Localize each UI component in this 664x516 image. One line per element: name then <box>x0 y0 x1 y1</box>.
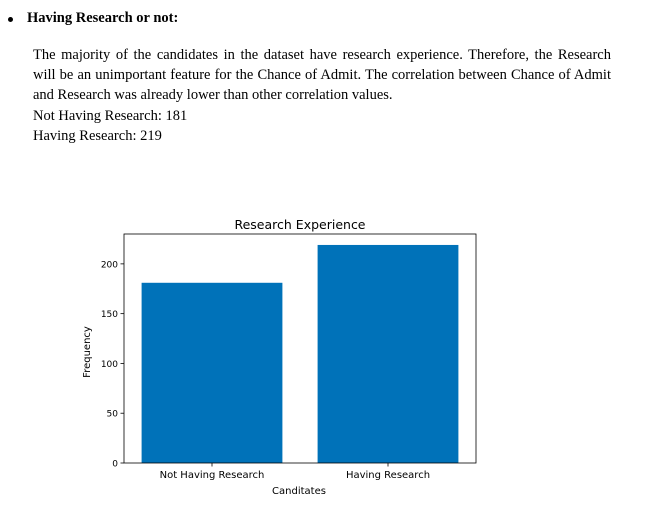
y-tick-label: 200 <box>101 260 118 270</box>
y-axis-label: Frequency <box>82 326 93 378</box>
x-tick-label: Not Having Research <box>160 470 265 481</box>
bullet-icon <box>8 16 13 22</box>
stat-having-research: Having Research: 219 <box>33 128 162 144</box>
bar-1 <box>317 244 459 463</box>
heading-text: Having Research or not: <box>27 10 179 26</box>
bar-0 <box>141 282 283 463</box>
section-heading: Having Research or not: <box>8 10 178 27</box>
bar-chart: Research Experience Canditates Frequency… <box>82 217 477 497</box>
y-tick-label: 150 <box>101 310 118 320</box>
chart-title: Research Experience <box>234 217 365 232</box>
x-tick-label: Having Research <box>346 470 430 481</box>
body-paragraph: The majority of the candidates in the da… <box>33 47 611 103</box>
stat-not-having-research: Not Having Research: 181 <box>33 108 188 124</box>
x-axis-label: Canditates <box>272 486 326 497</box>
y-tick-label: 0 <box>112 460 118 470</box>
plot-area: Not Having Research Having Research 0 50 100… <box>101 233 477 481</box>
y-tick-label: 100 <box>101 360 118 370</box>
plot-frame <box>123 233 477 464</box>
y-tick-label: 50 <box>107 410 119 420</box>
